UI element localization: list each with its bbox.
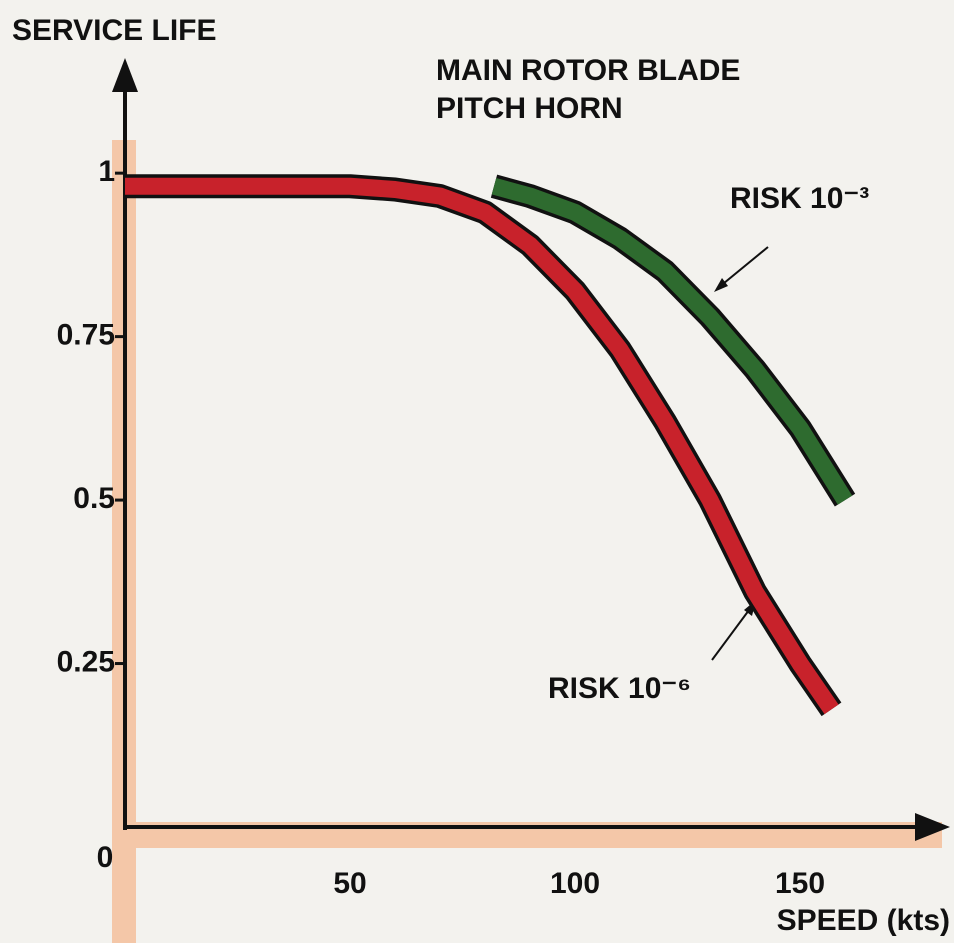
x-tick-label: 0 <box>97 841 114 874</box>
y-tick-label: 0.25 <box>57 645 115 678</box>
chart-title: MAIN ROTOR BLADE <box>436 54 740 87</box>
series-label: RISK 10⁻³ <box>730 182 869 215</box>
arrow-head <box>714 278 728 292</box>
y-axis-label: SERVICE LIFE <box>12 14 217 47</box>
y-axis-arrow <box>112 58 138 92</box>
y-tick-label: 1 <box>98 155 115 188</box>
y-tick-label: 0.75 <box>57 319 115 352</box>
x-tick-label: 100 <box>550 867 600 900</box>
annotation-arrow <box>717 246 769 289</box>
x-tick-label: 150 <box>775 867 825 900</box>
series-label: RISK 10⁻⁶ <box>548 672 691 705</box>
curve-outline <box>125 174 842 717</box>
x-axis-arrow <box>915 813 950 841</box>
curve <box>491 178 853 505</box>
annotation-arrow <box>711 605 753 661</box>
y-tick-label: 0.5 <box>73 482 115 515</box>
curve <box>125 177 839 715</box>
x-tick-label: 50 <box>333 867 366 900</box>
chart-title: PITCH HORN <box>436 92 623 125</box>
x-axis-label: SPEED (kts) <box>777 904 950 937</box>
